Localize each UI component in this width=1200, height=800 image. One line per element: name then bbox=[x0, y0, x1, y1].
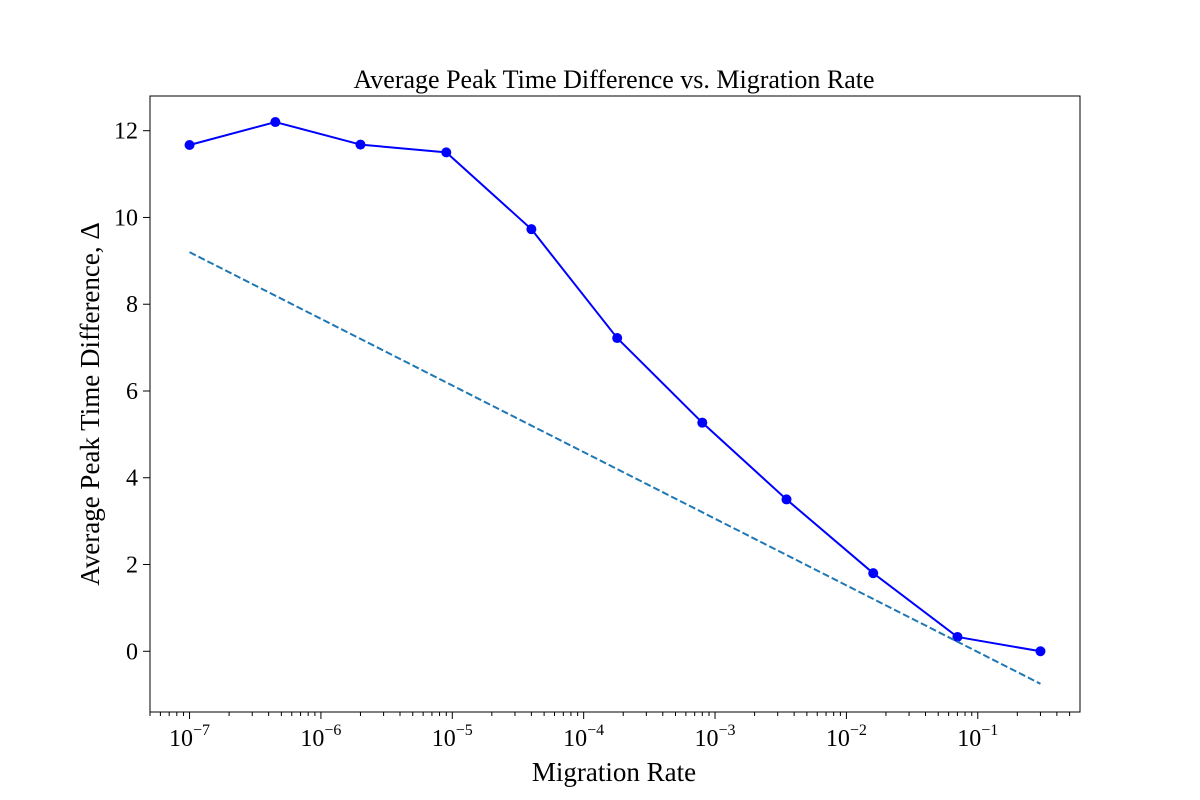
x-tick-exponent: −3 bbox=[719, 722, 736, 739]
x-tick-exponent: −6 bbox=[324, 722, 341, 739]
x-tick-label: 10−3 bbox=[695, 722, 736, 752]
x-tick-exponent: −2 bbox=[850, 722, 867, 739]
data-point bbox=[781, 494, 792, 505]
x-tick-base: 10 bbox=[169, 726, 193, 752]
data-point bbox=[612, 333, 623, 344]
x-axis-label: Migration Rate bbox=[532, 757, 696, 787]
x-tick-base: 10 bbox=[432, 726, 456, 752]
x-tick-label: 10−6 bbox=[300, 722, 341, 752]
y-tick-label: 6 bbox=[126, 379, 138, 405]
data-point bbox=[355, 139, 366, 150]
y-axis-label: Average Peak Time Difference, Δ bbox=[75, 222, 105, 586]
x-tick-exponent: −1 bbox=[981, 722, 998, 739]
x-tick-base: 10 bbox=[563, 726, 587, 752]
x-tick-label: 10−4 bbox=[563, 722, 604, 752]
x-tick-exponent: −5 bbox=[456, 722, 473, 739]
x-tick-exponent: −4 bbox=[587, 722, 604, 739]
x-axis: 10−7 10−6 10−5 10−4 10−3 10−2 10−1 bbox=[149, 712, 1071, 752]
data-point bbox=[526, 224, 537, 235]
x-tick-label: 10−5 bbox=[432, 722, 473, 752]
plot-area bbox=[184, 117, 1046, 685]
x-tick-label: 10−7 bbox=[169, 722, 210, 752]
x-tick-exponent: −7 bbox=[193, 722, 210, 739]
data-point bbox=[441, 147, 452, 158]
data-point bbox=[270, 117, 281, 128]
y-tick-label: 8 bbox=[126, 292, 138, 318]
x-tick-base: 10 bbox=[957, 726, 981, 752]
plot-frame bbox=[149, 95, 1081, 713]
y-tick-label: 10 bbox=[114, 205, 138, 231]
data-point bbox=[184, 140, 195, 151]
y-tick-label: 2 bbox=[126, 553, 138, 579]
x-tick-label: 10−2 bbox=[826, 722, 867, 752]
data-point bbox=[868, 568, 879, 579]
reference-dashed-line bbox=[189, 251, 1041, 685]
y-axis: 0 2 4 6 8 10 12 bbox=[114, 119, 150, 665]
data-point bbox=[952, 631, 963, 642]
y-tick-label: 12 bbox=[114, 119, 138, 145]
series-line bbox=[189, 121, 1041, 653]
chart-title: Average Peak Time Difference vs. Migrati… bbox=[353, 65, 874, 94]
data-point bbox=[697, 417, 708, 428]
data-point bbox=[1035, 646, 1046, 657]
x-tick-base: 10 bbox=[826, 726, 850, 752]
x-tick-base: 10 bbox=[300, 726, 324, 752]
y-tick-label: 4 bbox=[126, 466, 138, 492]
x-tick-label: 10−1 bbox=[957, 722, 998, 752]
x-tick-base: 10 bbox=[695, 726, 719, 752]
y-tick-label: 0 bbox=[126, 639, 138, 665]
